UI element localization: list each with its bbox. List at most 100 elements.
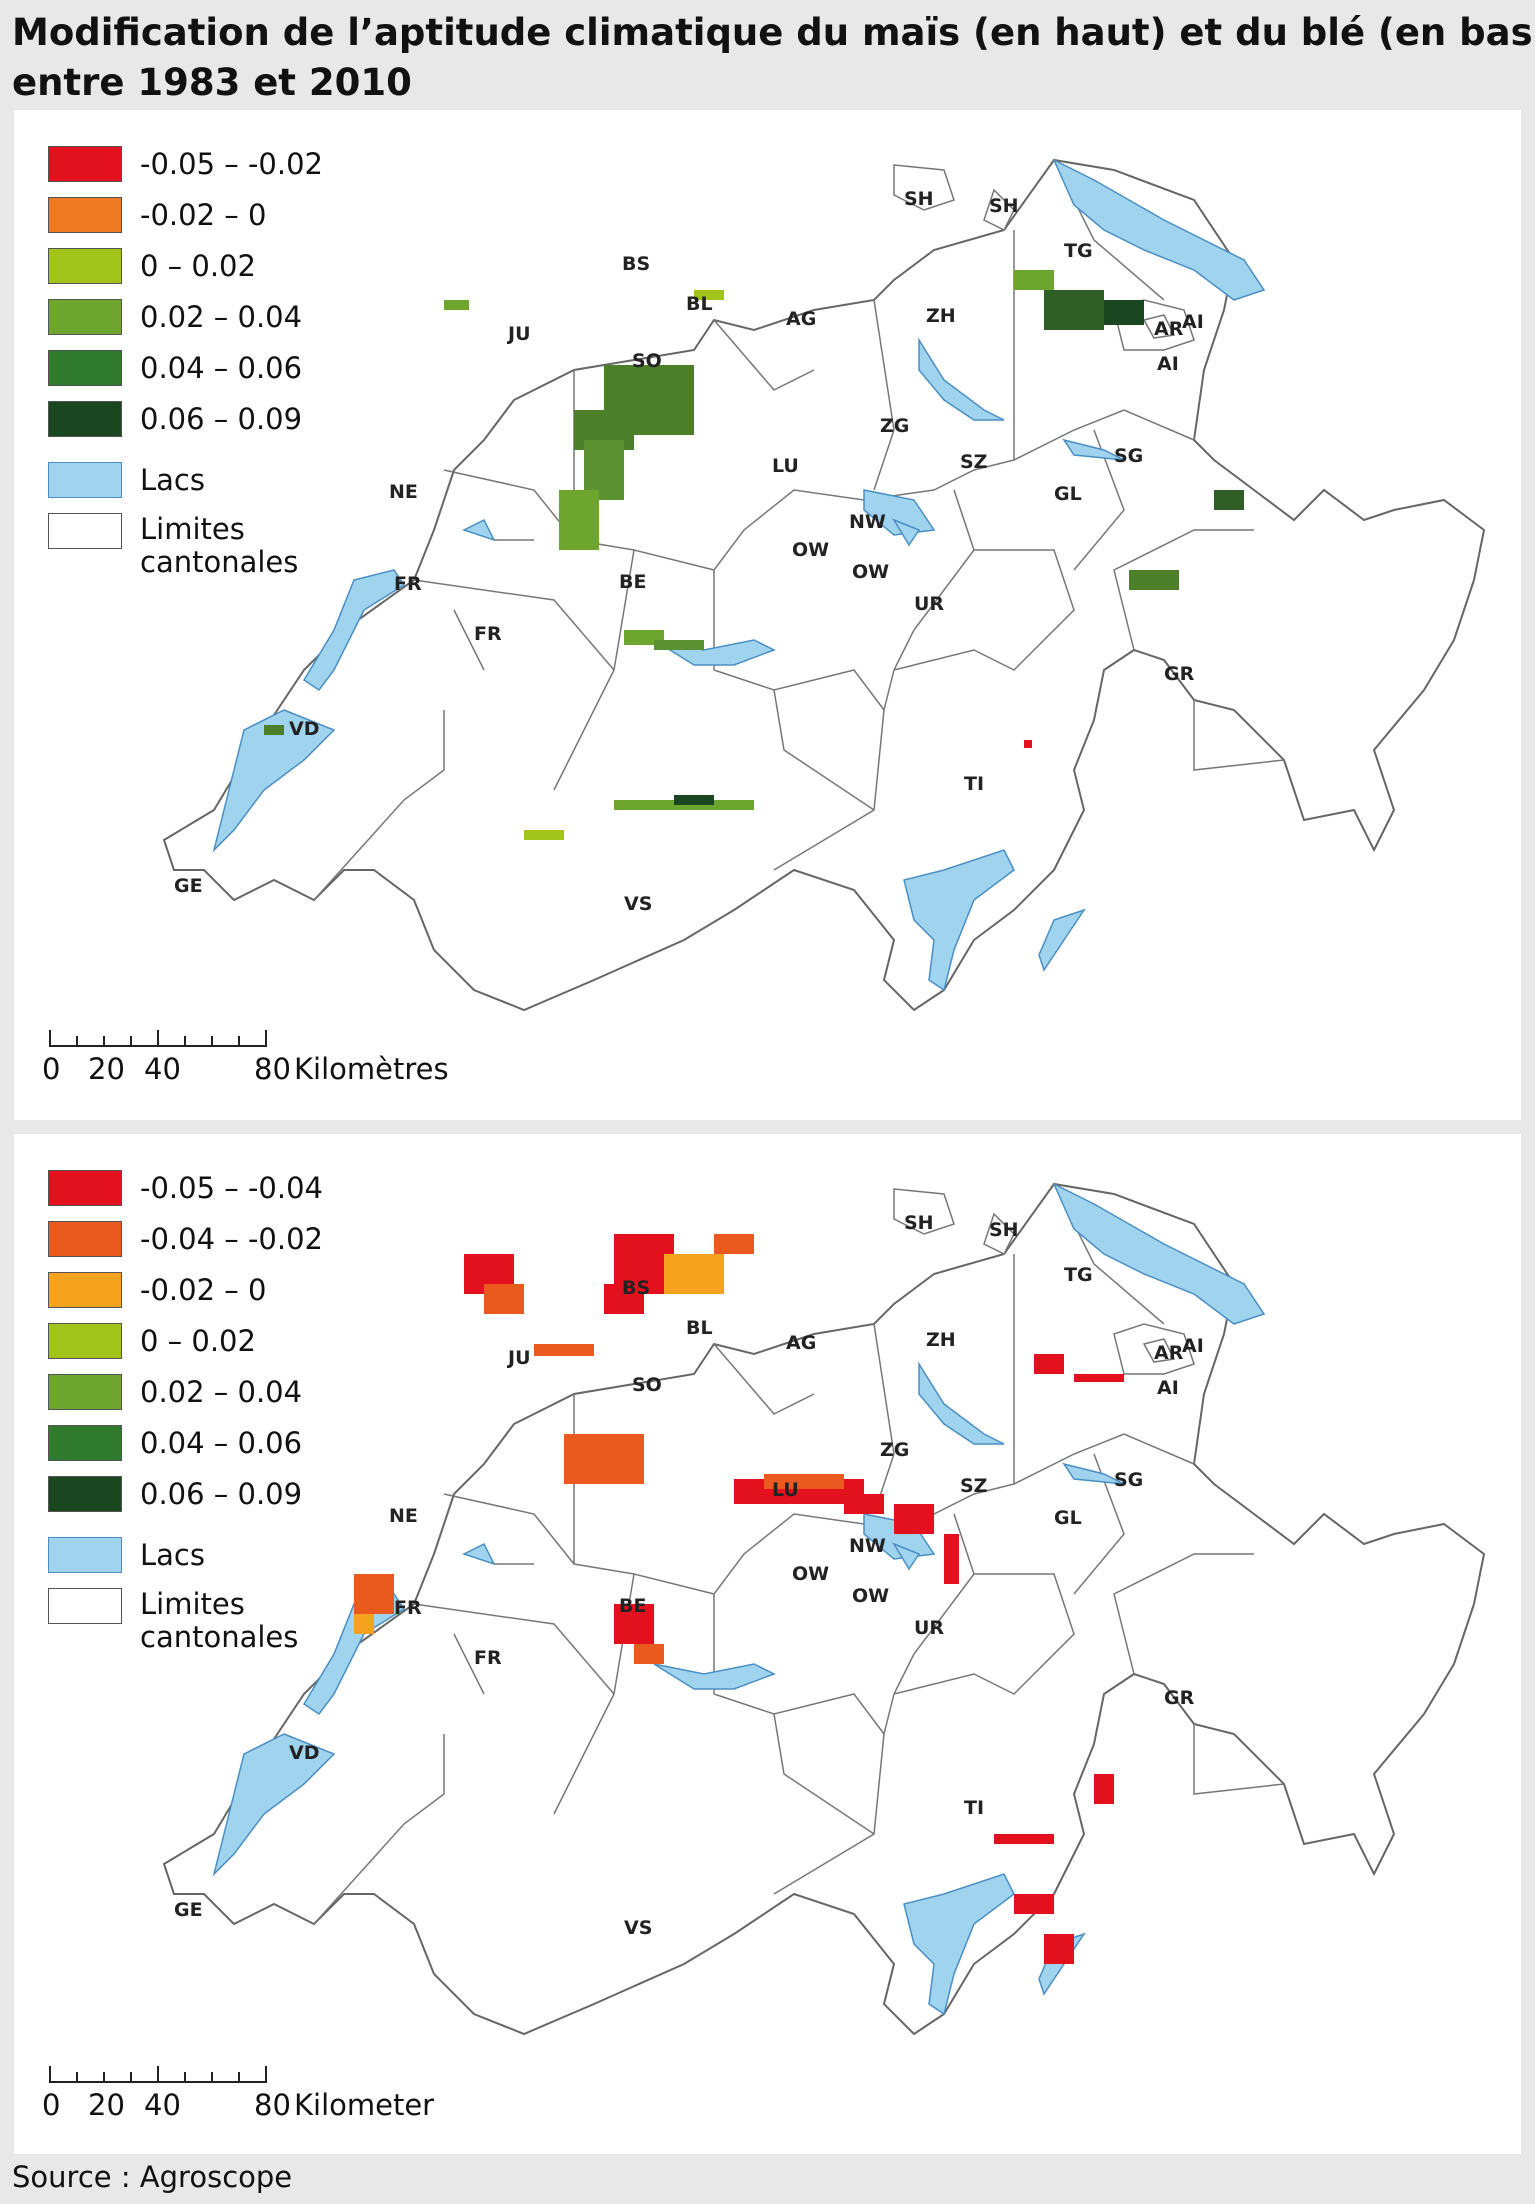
legend-swatch — [48, 197, 122, 233]
legend-swatch — [48, 146, 122, 182]
legend-label: -0.05 – -0.02 — [140, 147, 324, 181]
legend-label: 0 – 0.02 — [140, 1324, 256, 1358]
maize-change-cells — [264, 270, 1244, 840]
canton-label-ar: AR — [1154, 318, 1184, 340]
legend-label: 0.06 – 0.09 — [140, 1477, 303, 1511]
canton-label-sh: SH — [904, 188, 934, 210]
canton-label-zg: ZG — [880, 415, 909, 437]
border-swatch — [48, 513, 122, 549]
map-title: Modification de l’aptitude climatique du… — [12, 8, 1535, 108]
legend-label: 0.04 – 0.06 — [140, 1426, 303, 1460]
canton-label-ow: OW — [792, 1563, 829, 1585]
canton-label-ow: OW — [852, 1585, 889, 1607]
canton-label-ur: UR — [914, 1617, 944, 1639]
canton-label-lu: LU — [772, 455, 799, 477]
canton-label-be: BE — [619, 1595, 646, 1617]
canton-label-ju: JU — [506, 1347, 531, 1369]
scale-tick-20: 20 — [88, 2088, 125, 2122]
legend-swatch — [48, 1170, 122, 1206]
canton-label-so: SO — [632, 350, 662, 372]
scale-tick-0: 0 — [42, 2088, 61, 2122]
canton-label-ai: AI — [1157, 1377, 1179, 1399]
canton-label-sg: SG — [1114, 445, 1143, 467]
legend-swatch — [48, 1323, 122, 1359]
canton-label-ag: AG — [786, 308, 816, 330]
legend-swatch — [48, 1425, 122, 1461]
canton-label-gl: GL — [1054, 483, 1082, 505]
wheat-change-cells — [354, 1234, 1124, 1964]
legend-swatch — [48, 248, 122, 284]
canton-label-ne: NE — [389, 481, 418, 503]
lakes-label: Lacs — [140, 1538, 205, 1572]
canton-label-sz: SZ — [960, 451, 987, 473]
scale-tick-40: 40 — [144, 1052, 181, 1086]
legend-swatch — [48, 1374, 122, 1410]
source-note: Source : Agroscope — [12, 2160, 293, 2194]
maize-map-panel: SH SH TG BS BL AG ZH AR AI AI JU SO ZG SZ SG LU NE NW GL OW… — [14, 110, 1521, 1120]
legend-swatch — [48, 1272, 122, 1308]
canton-label-vs: VS — [624, 893, 652, 915]
legend-swatch — [48, 1476, 122, 1512]
legend-label: -0.04 – -0.02 — [140, 1222, 324, 1256]
title-line-1: Modification de l’aptitude climatique du… — [12, 11, 1535, 54]
canton-label-ow: OW — [792, 539, 829, 561]
canton-label-ge: GE — [174, 875, 203, 897]
scale-tick-80: 80 — [254, 2088, 291, 2122]
scale-unit: Kilomètres — [294, 1052, 449, 1086]
legend-swatch — [48, 350, 122, 386]
canton-label-ag: AG — [786, 1332, 816, 1354]
canton-label-ti: TI — [964, 773, 984, 795]
borders-label: Limites cantonales — [140, 513, 298, 579]
canton-label-ur: UR — [914, 593, 944, 615]
borders-label-line-2: cantonales — [140, 545, 299, 579]
border-swatch — [48, 1588, 122, 1624]
legend-label: -0.02 – 0 — [140, 198, 267, 232]
canton-label-vd: VD — [289, 1742, 319, 1764]
borders-label: Limites cantonales — [140, 1588, 298, 1654]
canton-label-ai: AI — [1157, 353, 1179, 375]
switzerland-outline — [162, 1182, 1486, 2036]
canton-label-bl: BL — [686, 1317, 713, 1339]
canton-label-sz: SZ — [960, 1475, 987, 1497]
title-line-2: entre 1983 et 2010 — [12, 61, 412, 104]
canton-label-zh: ZH — [926, 305, 956, 327]
legend-label: 0.02 – 0.04 — [140, 300, 303, 334]
canton-label-ow: OW — [852, 561, 889, 583]
lake-swatch — [48, 1537, 122, 1573]
canton-label-ju: JU — [506, 323, 531, 345]
canton-label-vs: VS — [624, 1917, 652, 1939]
scale-bar-line — [49, 2066, 267, 2083]
canton-label-gl: GL — [1054, 1507, 1082, 1529]
canton-label-bs: BS — [622, 1277, 650, 1299]
lake-swatch — [48, 462, 122, 498]
legend-label: 0.02 – 0.04 — [140, 1375, 303, 1409]
borders-label-line-1: Limites — [140, 512, 245, 546]
canton-label-sh: SH — [989, 1219, 1019, 1241]
legend-swatch — [48, 1221, 122, 1257]
wheat-map-panel: SH SH TG BS BL AG ZH AR AI AI JU SO ZG SZ SG LU NE NW GL OW… — [14, 1134, 1521, 2154]
lakes — [212, 158, 1266, 992]
canton-label-ai: AI — [1182, 311, 1204, 333]
canton-label-sh: SH — [989, 195, 1019, 217]
legend-label: -0.02 – 0 — [140, 1273, 267, 1307]
canton-label-sh: SH — [904, 1212, 934, 1234]
canton-label-ge: GE — [174, 1899, 203, 1921]
canton-label-lu: LU — [772, 1479, 799, 1501]
canton-label-nw: NW — [849, 511, 886, 533]
canton-label-bl: BL — [686, 293, 713, 315]
canton-label-be: BE — [619, 571, 646, 593]
legend-label: 0 – 0.02 — [140, 249, 256, 283]
canton-label-fr: FR — [394, 1597, 422, 1619]
canton-label-ar: AR — [1154, 1342, 1184, 1364]
legend-label: 0.06 – 0.09 — [140, 402, 303, 436]
canton-label-vd: VD — [289, 718, 319, 740]
scale-bar-line — [49, 1030, 267, 1047]
legend-swatch — [48, 401, 122, 437]
borders-label-line-2: cantonales — [140, 1620, 299, 1654]
scale-tick-20: 20 — [88, 1052, 125, 1086]
canton-label-sg: SG — [1114, 1469, 1143, 1491]
